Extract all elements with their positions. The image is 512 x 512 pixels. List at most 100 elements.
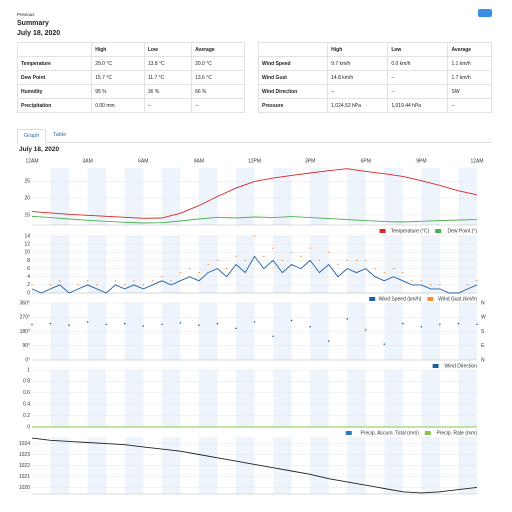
tick-label: 0.6	[23, 390, 30, 396]
data-point	[318, 259, 321, 262]
header-row: High Low Average	[257, 42, 492, 57]
background-stripe	[273, 370, 292, 427]
background-stripe	[235, 168, 255, 225]
data-point	[235, 255, 237, 258]
data-point	[290, 251, 293, 253]
background-stripe	[310, 236, 329, 293]
x-tick-label: 9PM	[416, 158, 426, 164]
background-stripe	[458, 236, 477, 293]
data-point	[402, 322, 404, 325]
tick-label: 0.4	[23, 402, 30, 408]
background-stripe	[347, 370, 366, 427]
data-point	[355, 259, 358, 262]
x-tick-label: 9AM	[194, 158, 204, 164]
data-point	[383, 343, 386, 345]
data-point	[49, 322, 52, 325]
legend-label: Wind Direction	[444, 363, 477, 369]
background-stripe	[273, 236, 292, 293]
table-row: Humidity 95 % 36 % 66 %	[16, 84, 245, 99]
background-stripe	[235, 370, 255, 427]
background-stripe	[384, 236, 403, 293]
graph-title: July 18, 2020	[19, 146, 60, 153]
data-point	[31, 284, 33, 286]
legend-label: Wind Gust (km/h)	[438, 296, 477, 302]
data-point	[467, 284, 469, 286]
data-point	[49, 284, 52, 286]
tab-rule	[17, 142, 492, 143]
menu-button[interactable]	[478, 9, 492, 17]
background-stripe	[347, 168, 366, 225]
x-tick-label: 6AM	[138, 158, 148, 164]
tick-label: 4	[27, 274, 30, 280]
tick-label: 1	[27, 367, 30, 373]
data-point	[309, 247, 311, 249]
tick-label: 12	[24, 241, 30, 247]
page-title: Summary	[17, 20, 49, 27]
data-point	[216, 259, 219, 262]
tick-label: 14	[24, 233, 30, 239]
data-point	[429, 284, 432, 286]
data-point	[160, 323, 163, 326]
legend-label: Precip. Accum. Total (mm)	[361, 430, 420, 436]
background-stripe	[124, 370, 144, 427]
x-tick-label: 12PM	[248, 158, 261, 164]
background-stripe	[421, 168, 440, 225]
data-point	[253, 321, 256, 323]
data-point	[346, 259, 348, 262]
tab-table[interactable]: Table	[53, 132, 67, 138]
table-cell: Precipitation	[16, 98, 93, 113]
table-row: Dew Point 15.7 °C 11.7 °C 13.6 °C	[16, 70, 245, 85]
background-stripe	[124, 236, 144, 293]
data-point	[225, 267, 228, 270]
summary-table-left: High Low Average Temperature 29.0 °C 13.8 °C 2…	[16, 42, 245, 113]
background-stripe	[161, 370, 181, 427]
data-point	[216, 322, 219, 325]
data-point	[364, 329, 367, 331]
data-point	[124, 284, 126, 286]
background-stripe	[384, 168, 403, 225]
legend-swatch	[427, 297, 434, 301]
background-stripe	[87, 236, 107, 293]
data-point	[365, 259, 367, 262]
legend-swatch	[379, 229, 386, 233]
data-point	[309, 325, 311, 328]
table-cell: --	[191, 98, 245, 113]
data-point	[244, 259, 246, 262]
tick-label: E	[481, 343, 485, 349]
data-line	[31, 437, 478, 494]
tick-label: 1020	[19, 485, 30, 491]
tick-label: W	[481, 315, 486, 321]
legend-swatch	[432, 364, 439, 368]
data-point	[198, 271, 200, 274]
legend-swatch	[345, 431, 352, 435]
back-link[interactable]: Previous	[17, 12, 35, 17]
tick-label: N	[481, 357, 485, 363]
data-point	[327, 340, 330, 342]
tick-label: 270°	[20, 315, 30, 321]
tick-label: 10	[24, 250, 30, 256]
data-point	[374, 267, 376, 270]
data-point	[123, 322, 126, 325]
tick-label: 1022	[19, 463, 30, 469]
data-point	[161, 276, 163, 278]
data-point	[114, 280, 117, 282]
tick-label: 0	[27, 290, 30, 296]
background-stripe	[235, 236, 255, 293]
data-point	[31, 323, 33, 326]
background-stripe	[347, 236, 366, 293]
data-point	[235, 327, 237, 330]
data-point	[86, 321, 89, 323]
data-point	[402, 271, 404, 274]
table-cell: 1,019.44 hPa	[387, 98, 449, 113]
x-tick-label: 12AM	[25, 158, 38, 164]
tick-label: 25	[24, 179, 30, 185]
data-point	[383, 271, 385, 274]
data-point	[179, 271, 182, 274]
data-point	[68, 324, 70, 326]
tick-label: 1021	[19, 474, 30, 480]
table-cell: --	[143, 98, 193, 113]
tab-graph[interactable]: Graph	[17, 129, 47, 144]
data-point	[170, 280, 172, 282]
background-stripe	[124, 168, 144, 225]
